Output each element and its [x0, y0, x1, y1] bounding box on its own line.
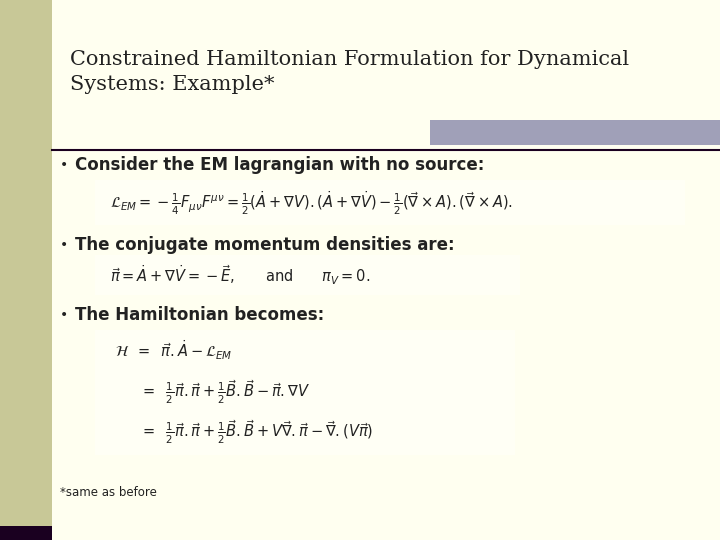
Text: •: •	[60, 238, 68, 252]
Text: Systems: Example*: Systems: Example*	[70, 75, 274, 94]
Bar	[0, 0, 52, 540]
Text: $\mathcal{H} \;\; = \;\; \vec{\pi}.\dot{A} - \mathcal{L}_{EM}$: $\mathcal{H} \;\; = \;\; \vec{\pi}.\dot{…	[115, 338, 233, 362]
Text: Constrained Hamiltonian Formulation for Dynamical: Constrained Hamiltonian Formulation for …	[70, 50, 629, 69]
Text: •: •	[60, 308, 68, 322]
Bar	[95, 180, 685, 225]
Text: The conjugate momentum densities are:: The conjugate momentum densities are:	[75, 236, 454, 254]
Text: •: •	[60, 158, 68, 172]
Text: $= \;\; \frac{1}{2}\vec{\pi}.\vec{\pi} + \frac{1}{2}\vec{B}.\vec{B} - \vec{\pi}.: $= \;\; \frac{1}{2}\vec{\pi}.\vec{\pi} +…	[140, 379, 310, 406]
Text: Consider the EM lagrangian with no source:: Consider the EM lagrangian with no sourc…	[75, 156, 485, 174]
Text: $\mathcal{L}_{EM} = -\frac{1}{4}F_{\mu\nu}F^{\mu\nu} = \frac{1}{2}(\dot{A}+\nabl: $\mathcal{L}_{EM} = -\frac{1}{4}F_{\mu\n…	[110, 190, 513, 217]
Text: $\vec{\pi} = \dot{A} + \nabla \dot{V} = -\vec{E}, \qquad \mathrm{and} \qquad \pi: $\vec{\pi} = \dot{A} + \nabla \dot{V} = …	[110, 263, 370, 287]
Bar	[430, 120, 720, 145]
Text: *same as before: *same as before	[60, 485, 157, 498]
Bar	[95, 255, 520, 295]
Bar	[95, 330, 515, 455]
Text: The Hamiltonian becomes:: The Hamiltonian becomes:	[75, 306, 324, 324]
Bar	[0, 526, 52, 540]
Text: $= \;\; \frac{1}{2}\vec{\pi}.\vec{\pi} + \frac{1}{2}\vec{B}.\vec{B} + V\vec{\nab: $= \;\; \frac{1}{2}\vec{\pi}.\vec{\pi} +…	[140, 418, 374, 445]
